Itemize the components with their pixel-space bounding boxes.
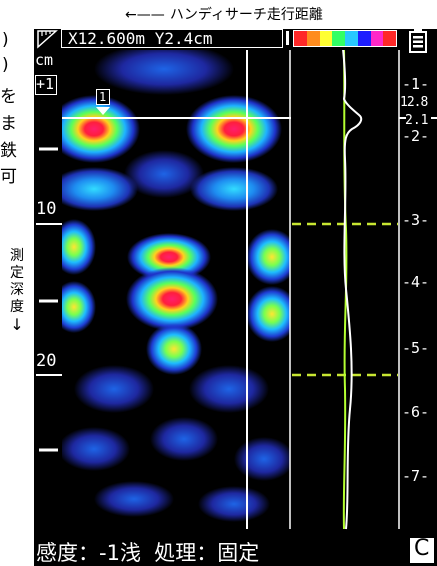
travel-distance-label: ハンディサーチ走行距離	[169, 7, 323, 23]
depth-caption: 測 定 深 度 ↓	[4, 248, 30, 334]
right-scale-label-1: -1-	[402, 75, 430, 93]
mode-indicator-label: C	[414, 536, 430, 561]
right-scale-label-7: -7-	[402, 467, 430, 485]
readout-value: 2.1	[405, 113, 429, 128]
depth-caption-char: 定	[10, 265, 24, 281]
legend-swatch	[370, 31, 384, 46]
depth-unit-label: cm	[35, 51, 54, 69]
fragment-1: )	[2, 30, 9, 50]
right-scale-label-5: -5-	[402, 339, 430, 357]
travel-distance-caption: ←—— ハンディサーチ走行距離	[125, 4, 323, 24]
depth-caption-char: 測	[10, 248, 24, 264]
fragment-5: 鉄	[0, 141, 17, 161]
depth-label-20: 20	[36, 351, 57, 371]
right-scale-label-3: -3-	[402, 211, 430, 229]
device-screen: X12.600m Y2.4cm cm +1 10 20 1 -1- 12.8 2…	[34, 29, 437, 566]
target-marker[interactable]: 1	[96, 89, 110, 105]
down-arrow-icon: ↓	[10, 315, 24, 334]
left-text-fragments: ) ) を ま 鉄 可	[0, 28, 17, 188]
fragment-4: ま	[0, 114, 17, 134]
depth-caption-char: 深	[10, 282, 24, 298]
cursor-indicator	[286, 31, 289, 45]
status-text: 感度：-1浅 処理：固定	[36, 541, 260, 565]
right-scale-label-4: -4-	[402, 273, 430, 291]
depth-caption-char: 度	[10, 299, 24, 315]
fold-corner-icon	[36, 29, 58, 49]
cursor-depth-text: +1	[36, 75, 55, 93]
left-arrow-icon: ←——	[125, 7, 165, 23]
color-legend	[293, 30, 397, 47]
header-bar: X12.600m Y2.4cm	[34, 29, 437, 53]
right-scale-label-6: -6-	[402, 403, 430, 421]
target-marker-label: 1	[99, 90, 107, 104]
fragment-6: 可	[0, 167, 17, 187]
legend-swatch	[345, 31, 358, 46]
fragment-2: )	[2, 55, 9, 75]
battery-icon[interactable]	[409, 29, 427, 53]
right-scale-label-2: -2-	[402, 127, 430, 145]
legend-swatch	[357, 31, 371, 46]
legend-swatch	[383, 31, 396, 46]
mode-indicator[interactable]: C	[410, 536, 434, 563]
legend-swatch	[294, 31, 307, 46]
coordinate-readout: X12.600m Y2.4cm	[68, 29, 213, 48]
scan-screen-graphics	[34, 29, 437, 566]
status-bar: 感度：-1浅 処理：固定 C	[34, 534, 437, 566]
legend-swatch	[332, 31, 345, 46]
legend-swatch	[319, 31, 333, 46]
coordinate-readout-box: X12.600m Y2.4cm	[61, 29, 283, 48]
legend-swatch	[306, 31, 320, 46]
readout-depth: 12.8	[400, 95, 428, 110]
fragment-3: を	[0, 87, 17, 107]
depth-label-10: 10	[36, 199, 57, 219]
cursor-depth-label[interactable]: +1	[35, 75, 57, 95]
